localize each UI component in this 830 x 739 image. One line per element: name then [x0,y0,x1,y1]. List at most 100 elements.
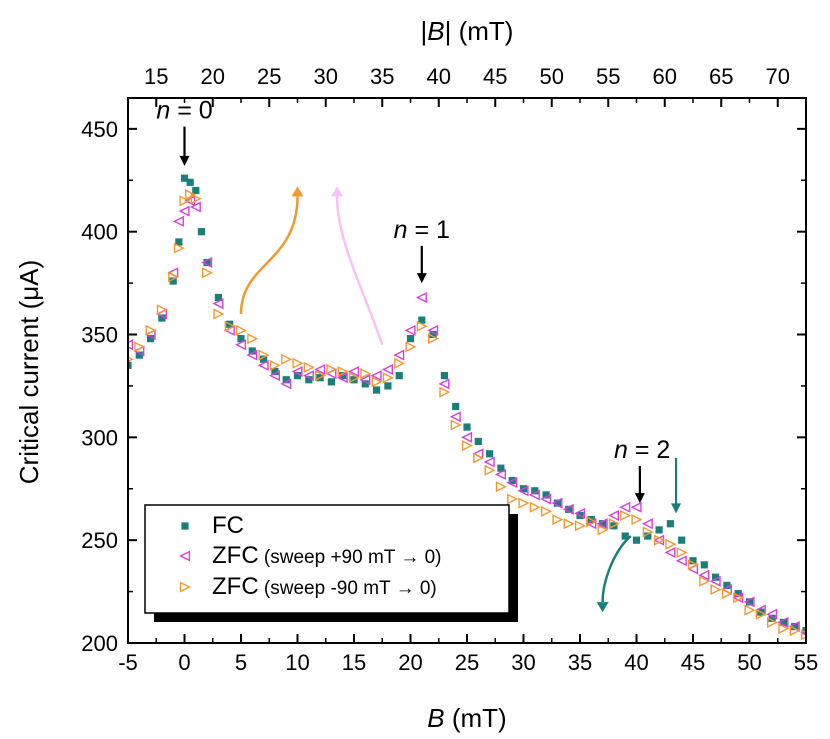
zfc-minus-marker [405,341,417,353]
zfc-minus-marker [563,518,575,530]
zfc-plus-marker [630,501,642,513]
zfc-minus-marker [360,368,372,380]
zfc-minus-marker [156,304,168,316]
zfc-plus-marker [619,501,631,513]
legend-series-name-1: ZFC [212,542,259,569]
fc-marker [361,380,369,388]
zfc-minus-marker [134,341,146,353]
zfc-minus-marker [789,625,801,637]
zfc-minus-marker [631,514,643,526]
zfc-plus-marker [370,370,382,382]
zfc-plus-marker [201,256,213,269]
top-axis-title: |B| (mT) [421,16,514,46]
fc-marker [203,258,211,267]
zfc-minus-marker [224,320,236,332]
curved-arrow-1 [331,186,384,346]
fc-marker [542,491,550,499]
zfc-plus-marker [427,324,439,336]
fc-marker [197,228,206,236]
zfc-plus-marker [359,374,371,386]
zfc-plus-marker [641,518,653,530]
fc-marker [655,526,663,534]
zfc-plus-marker [494,468,506,480]
y-tick-label: 300 [81,425,118,450]
fc-marker [621,532,629,540]
legend-label-0: FC [212,512,244,539]
legend-label-1: ZFC (sweep +90 mT → 0) [212,542,442,569]
zfc-plus-marker [280,378,292,390]
zfc-minus-marker [484,464,496,476]
fc-marker [745,598,754,606]
curved-arrow-0 [239,186,304,314]
fc-marker [644,532,652,540]
zfc-minus-marker [190,193,202,205]
zfc-minus-marker [721,588,733,600]
zfc-minus-marker [281,353,293,365]
zfc-minus-marker [654,534,666,546]
arrow-n-1-head [416,273,427,284]
fc-marker [373,386,381,394]
fc-marker [700,561,708,569]
x-tick-label: 0 [178,650,190,675]
zfc-plus-marker [675,555,687,567]
label-n-1-italic: n [394,216,408,244]
zfc-plus-marker [506,477,518,489]
y-tick-label: 350 [81,323,118,348]
fc-marker [327,378,335,386]
zfc-minus-marker [292,357,304,369]
zfc-plus-marker [246,349,258,361]
legend-series-name-0: FC [212,512,244,539]
fc-marker [463,423,471,431]
fc-marker [712,573,720,581]
zfc-minus-marker [326,363,338,376]
fc-marker [175,238,183,246]
legend-series-note-2: (sweep -90 mT → 0) [259,578,437,599]
fc-marker [406,335,415,343]
zfc-plus-marker [302,370,314,382]
label-n-0-rest: = 0 [170,97,212,125]
annotations: n = 0n = 1n = 2 [156,97,682,613]
zfc-plus-marker [172,215,184,227]
arrow-n-0-head [179,155,190,166]
top-tick-label: 25 [257,64,281,89]
x-tick-label: 55 [794,650,818,675]
zfc-plus-marker [461,431,473,443]
legend-marker-1 [179,550,191,562]
top-tick-label: 65 [709,64,733,89]
zfc-plus-marker [777,616,789,628]
top-tick-label: 50 [540,64,564,89]
fc-marker [689,557,697,565]
curved-arrow-0-head [291,186,304,197]
label-n-0: n = 0 [156,97,212,125]
zfc-minus-marker [529,501,541,513]
fc-marker [723,581,731,590]
fc-marker [192,186,200,195]
zfc-minus-marker [201,267,214,279]
legend-label-2: ZFC (sweep -90 mT → 0) [212,573,437,600]
x-tick-label: 50 [737,650,761,675]
legend-marker-0 [181,522,189,530]
fc-marker [486,450,494,458]
fc-marker [531,487,539,495]
fc-marker [678,536,686,544]
zfc-minus-marker [710,583,722,596]
curved-arrow-2-head [596,602,609,613]
top-tick-label: 55 [596,64,620,89]
curved-arrow-0-shaft [239,196,299,314]
zfc-minus-marker [733,592,745,604]
zfc-plus-marker [528,489,540,501]
zfc-plus-marker [449,411,461,423]
top-tick-label: 60 [653,64,677,89]
fc-marker [734,590,742,598]
zfc-minus-marker [597,524,609,536]
fc-marker [768,614,776,622]
curved-arrow-1-head [331,186,344,197]
zfc-minus-marker [676,546,688,559]
x-tick-label: -5 [118,650,138,675]
zfc-minus-marker [382,372,394,384]
arrow-n-2-head [634,493,645,504]
zfc-minus-marker [767,616,779,628]
fc-marker [180,174,189,182]
